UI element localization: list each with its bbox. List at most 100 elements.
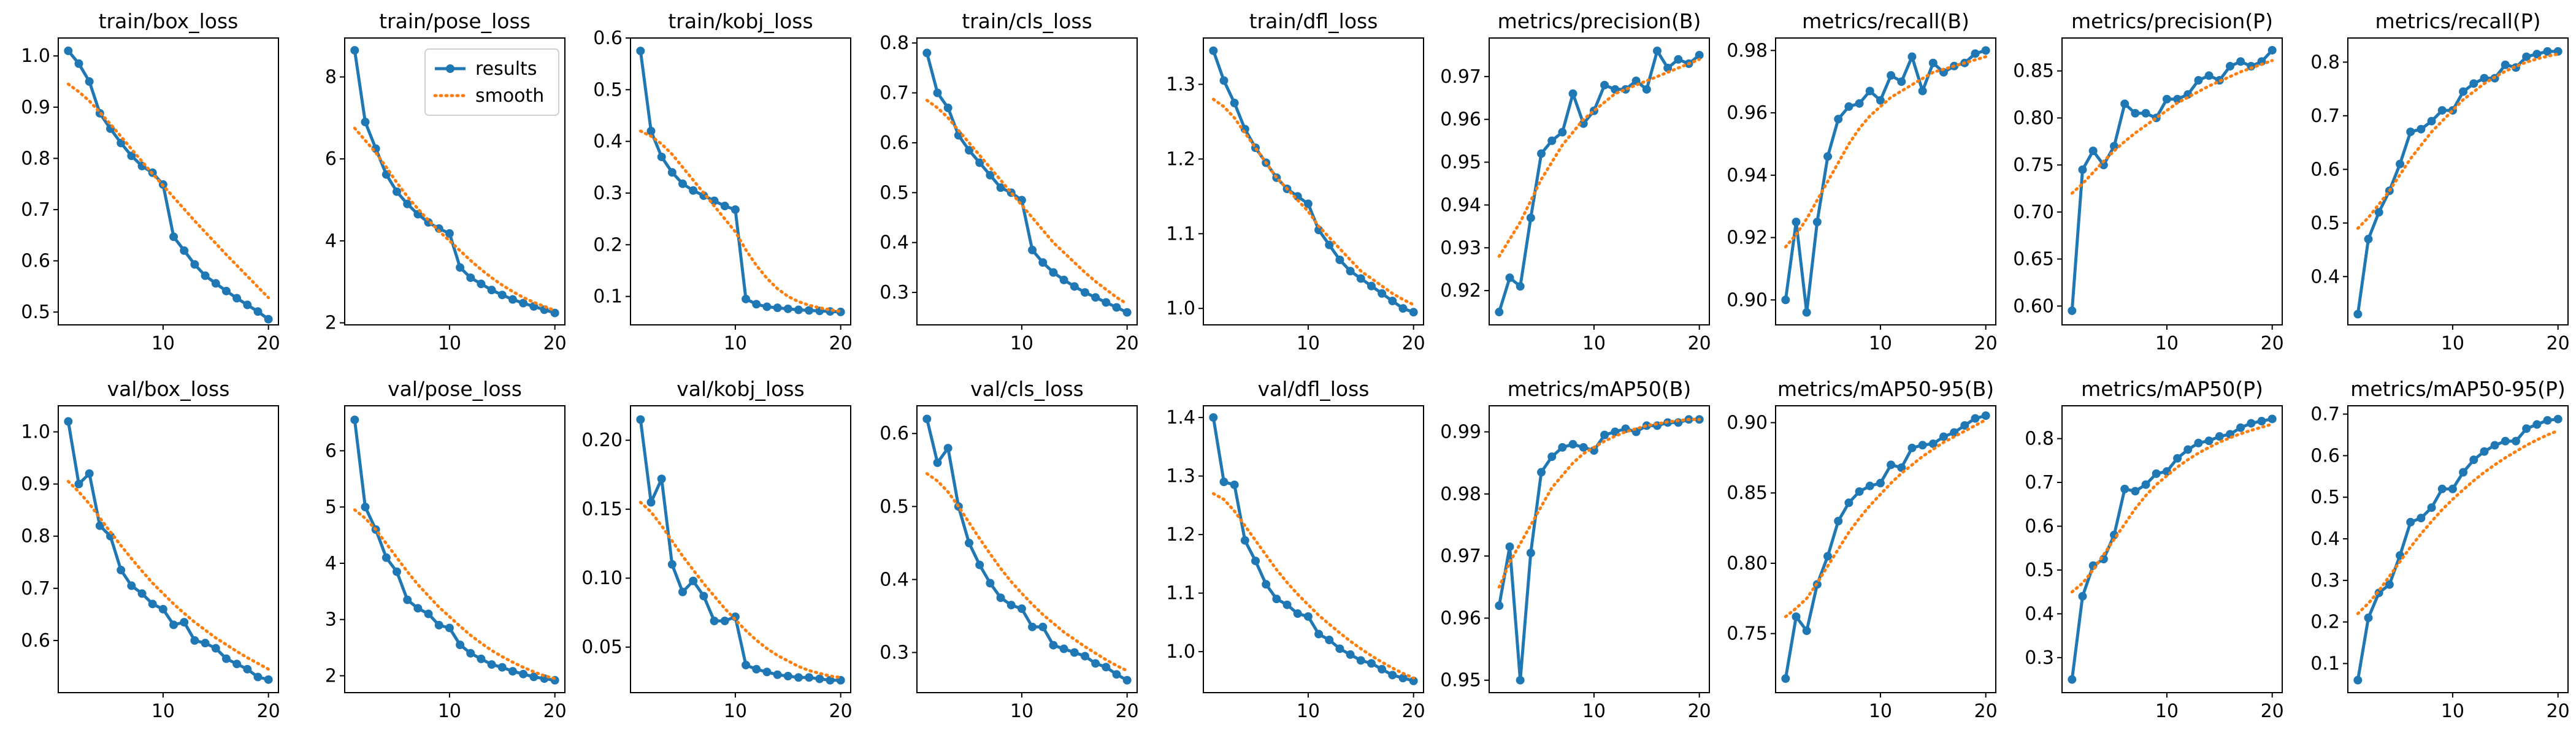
data-point [2501, 436, 2510, 446]
data-point [1282, 600, 1292, 609]
y-tick-label: 0.75 [1727, 623, 1768, 645]
data-point [742, 294, 751, 303]
series-line-smooth [353, 508, 556, 680]
data-point [1398, 304, 1408, 313]
data-point [1335, 644, 1344, 653]
y-tick-label: 0.2 [594, 234, 623, 256]
axes-frame [1775, 37, 1997, 325]
data-point [2131, 108, 2140, 118]
data-point [1112, 670, 1121, 679]
y-tick-label: 0.9 [21, 474, 50, 495]
data-point [646, 126, 656, 135]
data-point [933, 88, 942, 97]
data-point [1409, 308, 1418, 317]
chart-title: val/kobj_loss [677, 377, 805, 401]
series-line-smooth [2070, 59, 2274, 195]
x-tick-label: 20 [1974, 333, 1998, 354]
axes-frame [1489, 405, 1711, 693]
x-tick-label: 10 [2155, 701, 2179, 722]
y-tick-label: 0.99 [1441, 422, 1482, 443]
chart-svg: metrics/mAP50-95(P) 0.1 0.2 0.3 0.4 0.5 0.6 0.7… [2311, 377, 2570, 722]
data-point [169, 232, 178, 242]
legend-label-smooth: smooth [475, 85, 544, 107]
y-tick-label: 4 [325, 553, 337, 574]
x-tick-label: 10 [724, 333, 747, 354]
y-tick-label: 0.6 [21, 630, 50, 652]
data-point [1346, 267, 1355, 276]
chart-title: metrics/mAP50(B) [1508, 377, 1691, 401]
data-point [1887, 71, 1896, 80]
data-point [1907, 52, 1917, 61]
data-point [445, 229, 454, 238]
axes-frame [57, 37, 279, 325]
y-tick-label: 0.3 [880, 642, 909, 663]
data-point [975, 158, 984, 167]
chart-panel-metrics-precision-p: metrics/precision(P) 0.60 0.65 0.70 0.75 0.80… [2004, 0, 2290, 368]
data-point [1781, 295, 1790, 305]
y-tick-label: 0.7 [21, 199, 50, 221]
y-tick-label: 1.2 [1166, 524, 1195, 546]
data-point [1387, 296, 1397, 305]
data-point [1272, 595, 1281, 604]
data-point [221, 286, 231, 295]
data-point [710, 616, 719, 625]
data-point [232, 294, 242, 303]
data-point [1537, 468, 1546, 477]
data-point [1844, 102, 1853, 111]
x-tick-label: 20 [1116, 333, 1139, 354]
chart-svg: val/pose_loss 2 3 4 5 6 10 20 [325, 377, 567, 722]
x-tick-label: 20 [829, 333, 853, 354]
y-tick-label: 8 [325, 67, 337, 88]
data-point [1971, 49, 1980, 58]
x-tick-label: 20 [2547, 701, 2570, 722]
data-point [1960, 421, 1969, 430]
y-tick-label: 0.90 [1727, 289, 1768, 311]
chart-svg: train/box_loss 0.5 0.6 0.7 0.8 0.9 1.0 10 20 [21, 9, 280, 354]
series-line-results [66, 421, 269, 682]
data-point [2162, 94, 2171, 104]
x-tick-label: 20 [257, 333, 280, 354]
data-point [2459, 87, 2468, 96]
y-tick-label: 0.4 [880, 232, 909, 254]
x-tick-label: 10 [1582, 333, 1606, 354]
data-point [1865, 86, 1874, 96]
y-tick-label: 1.0 [1166, 641, 1195, 663]
y-tick-label: 0.15 [582, 499, 623, 520]
series-line-results [925, 52, 1128, 314]
data-point [477, 280, 486, 289]
data-point [232, 660, 242, 669]
series-line-results [925, 418, 1128, 682]
data-point [1059, 275, 1068, 284]
y-tick-label: 0.7 [21, 578, 50, 599]
data-point [1038, 622, 1048, 631]
axes-frame [916, 405, 1138, 693]
data-point [1674, 55, 1683, 64]
chart-panel-train-kobj-loss: train/kobj_loss 0.1 0.2 0.3 0.4 0.5 0.6 10 20 [572, 0, 859, 368]
series-line-smooth [1498, 417, 1701, 589]
data-point [508, 295, 517, 304]
data-point [1303, 612, 1313, 621]
data-point [2152, 469, 2161, 478]
chart-title: train/pose_loss [379, 9, 531, 33]
series-line-results [353, 419, 555, 682]
data-point [2375, 208, 2384, 217]
y-tick-label: 5 [325, 496, 337, 518]
axes-frame [2061, 405, 2283, 693]
data-point [1049, 641, 1058, 650]
data-point [1377, 289, 1386, 298]
series-line-smooth [1211, 97, 1415, 306]
x-tick-label: 10 [2441, 333, 2464, 354]
chart-svg: train/dfl_loss 1.0 1.1 1.2 1.3 10 20 [1166, 9, 1425, 354]
data-point [497, 663, 507, 672]
y-tick-label: 0.2 [2311, 612, 2340, 633]
y-tick-label: 6 [325, 148, 337, 170]
chart-title: metrics/mAP50(P) [2081, 377, 2263, 401]
data-point [190, 636, 199, 645]
data-point [361, 503, 370, 512]
y-tick-label: 1.3 [1166, 74, 1195, 96]
data-point [657, 474, 666, 484]
data-point [1261, 580, 1270, 589]
data-point [2427, 503, 2436, 512]
y-tick-label: 0.3 [2025, 647, 2054, 669]
chart-title: metrics/mAP50-95(P) [2351, 377, 2566, 401]
